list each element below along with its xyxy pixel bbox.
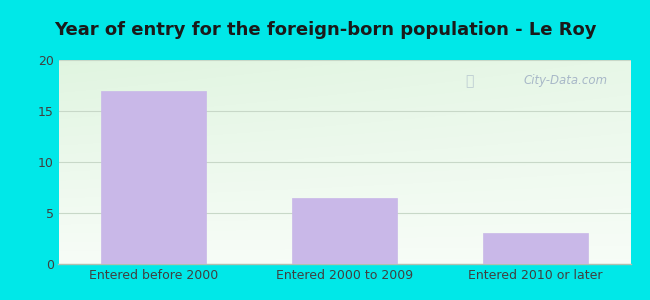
Bar (101, 91, 206, 264)
Bar (292, 198, 397, 264)
Text: City-Data.com: City-Data.com (523, 74, 608, 87)
Bar (483, 233, 588, 264)
Text: Year of entry for the foreign-born population - Le Roy: Year of entry for the foreign-born popul… (54, 21, 596, 39)
Text: ⧗: ⧗ (465, 74, 473, 88)
